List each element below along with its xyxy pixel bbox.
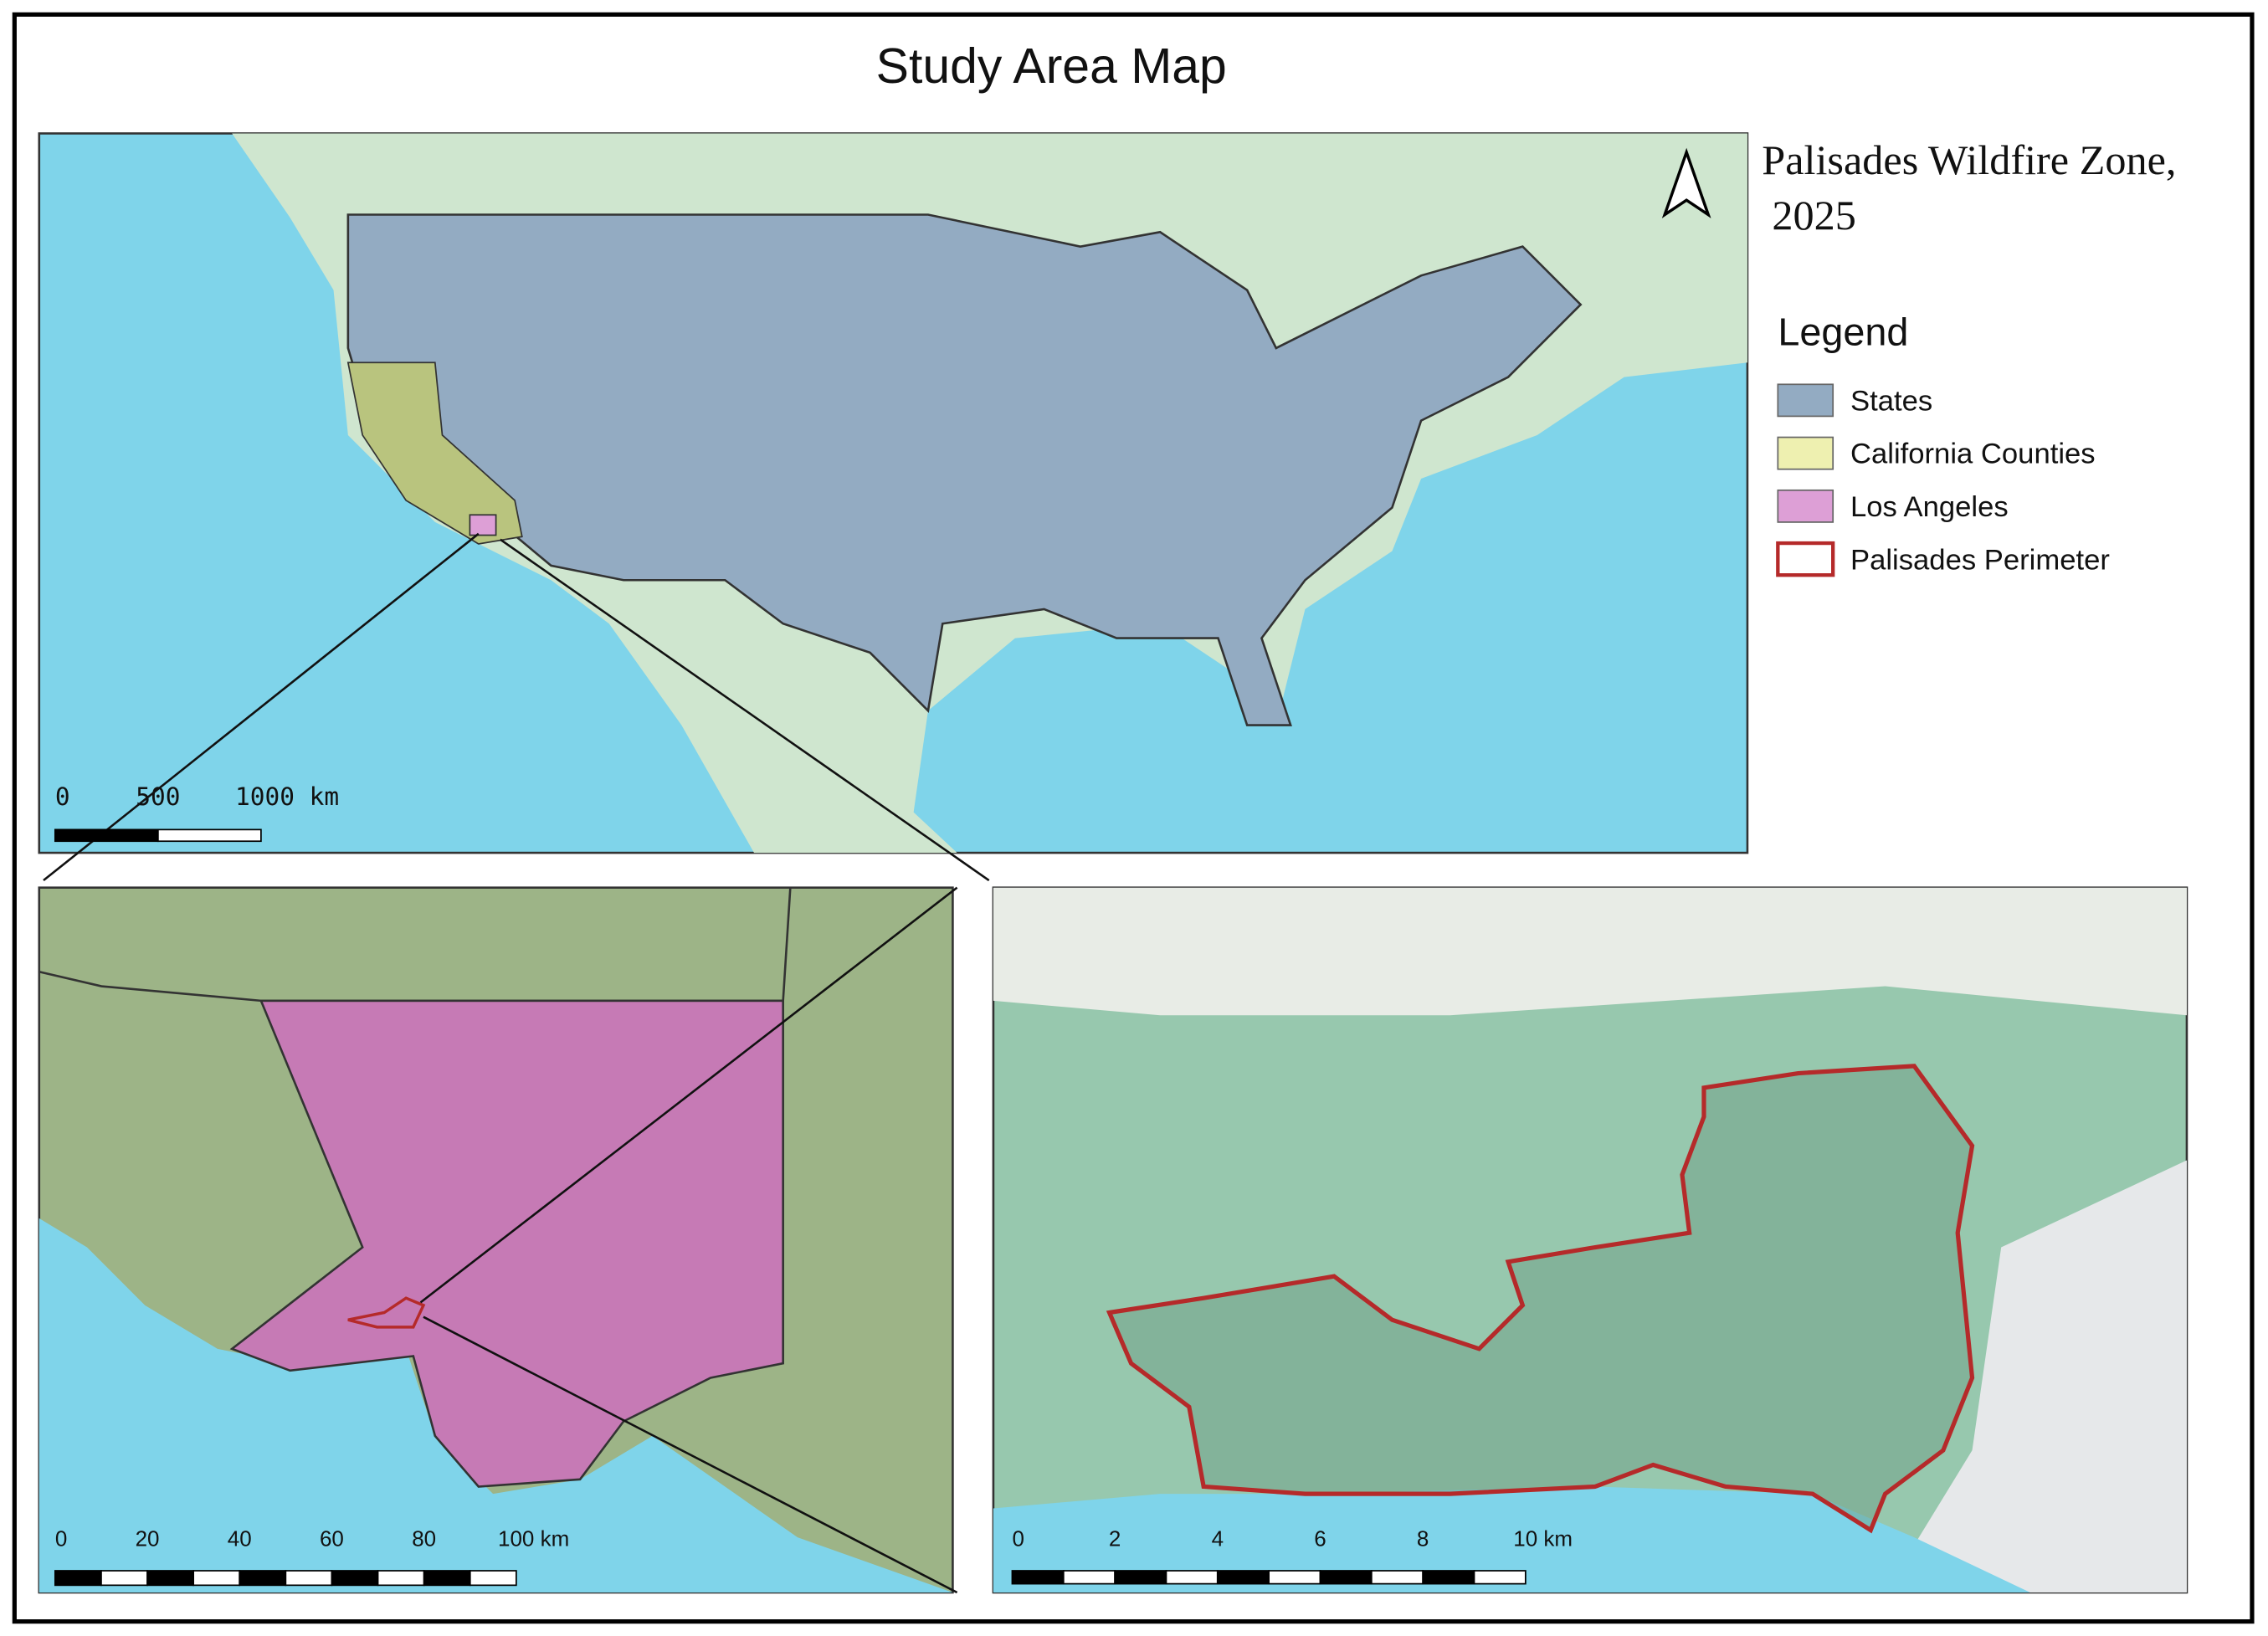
palisades-perimeter	[1106, 1064, 1975, 1534]
los-angeles	[469, 514, 497, 536]
scale-label: 60	[320, 1526, 344, 1551]
scale-label: 20	[136, 1526, 160, 1551]
ocean	[38, 1218, 953, 1593]
urban-area	[993, 887, 2187, 1016]
scale-segment	[331, 1570, 379, 1587]
scale-segment	[192, 1570, 241, 1587]
connector-line	[500, 538, 990, 882]
scale-segment	[285, 1570, 333, 1587]
national-map	[38, 132, 1749, 854]
county-map	[38, 886, 954, 1594]
scale-label: 4	[1212, 1526, 1224, 1551]
scale-label: 0	[1012, 1526, 1024, 1551]
scale-segment	[377, 1570, 425, 1587]
los-angeles	[229, 999, 784, 1488]
legend-swatch	[1776, 541, 1835, 577]
scale-segment	[1319, 1570, 1373, 1585]
legend: States California Counties Los Angeles Pali…	[1776, 383, 2110, 577]
legend-swatch	[1777, 489, 1834, 523]
county-boundary	[38, 887, 792, 1003]
legend-label: California Counties	[1850, 438, 2096, 470]
scale-segment	[54, 828, 159, 843]
legend-swatch	[1777, 383, 1834, 418]
scale-segment	[54, 1570, 102, 1587]
urban-area	[1885, 1160, 2187, 1593]
scale-label: 40	[228, 1526, 252, 1551]
scale-segment	[1370, 1570, 1424, 1585]
california-counties	[346, 362, 523, 545]
scale-label: 10 km	[1513, 1526, 1573, 1551]
connector-line	[419, 886, 958, 1304]
scale-segment	[1114, 1570, 1167, 1585]
scale-segment	[423, 1570, 471, 1587]
ocean	[993, 1486, 2030, 1593]
scale-segment	[1473, 1570, 1527, 1585]
scale-segment	[1268, 1570, 1321, 1585]
scale-segment	[1165, 1570, 1219, 1585]
legend-title: Legend	[1778, 310, 1908, 353]
scale-label: 0	[55, 1526, 67, 1551]
zoom-connectors	[43, 532, 990, 1594]
scale-bars: 0 500 1000 km 0 20 40 60 80 100 km 0 2 4 6 8 10 km	[54, 782, 1573, 1587]
scale-label: 500	[136, 782, 180, 811]
legend-swatch	[1777, 436, 1834, 470]
scale-segment	[1062, 1570, 1116, 1585]
scale-segment	[1422, 1570, 1475, 1585]
north-arrow	[1661, 147, 1711, 218]
scale-segment	[1011, 1570, 1065, 1585]
states	[346, 213, 1583, 726]
legend-label: States	[1850, 385, 1932, 417]
local-map	[992, 886, 2188, 1594]
scale-segment	[146, 1570, 195, 1587]
scale-segment	[157, 828, 262, 843]
connector-line	[43, 532, 480, 882]
scale-label: 100 km	[498, 1526, 569, 1551]
scale-segment	[469, 1570, 517, 1587]
palisades-perimeter	[347, 1296, 426, 1329]
connector-line	[423, 1315, 958, 1594]
scale-label: 2	[1109, 1526, 1121, 1551]
scale-label: 6	[1314, 1526, 1326, 1551]
scale-label: 0	[55, 782, 70, 811]
scale-label: 80	[412, 1526, 436, 1551]
legend-label: Los Angeles	[1850, 491, 2009, 523]
scale-segment	[239, 1570, 287, 1587]
scale-segment	[1216, 1570, 1270, 1585]
map-title-line: Palisades Wildfire Zone,	[1762, 136, 2176, 183]
scale-label: 1000 km	[235, 782, 339, 811]
legend-label: Palisades Perimeter	[1850, 544, 2110, 576]
scale-label: 8	[1417, 1526, 1429, 1551]
map-title-line: 2025	[1772, 192, 1855, 238]
figure-title: Study Area Map	[876, 39, 1227, 94]
scale-segment	[100, 1570, 148, 1587]
